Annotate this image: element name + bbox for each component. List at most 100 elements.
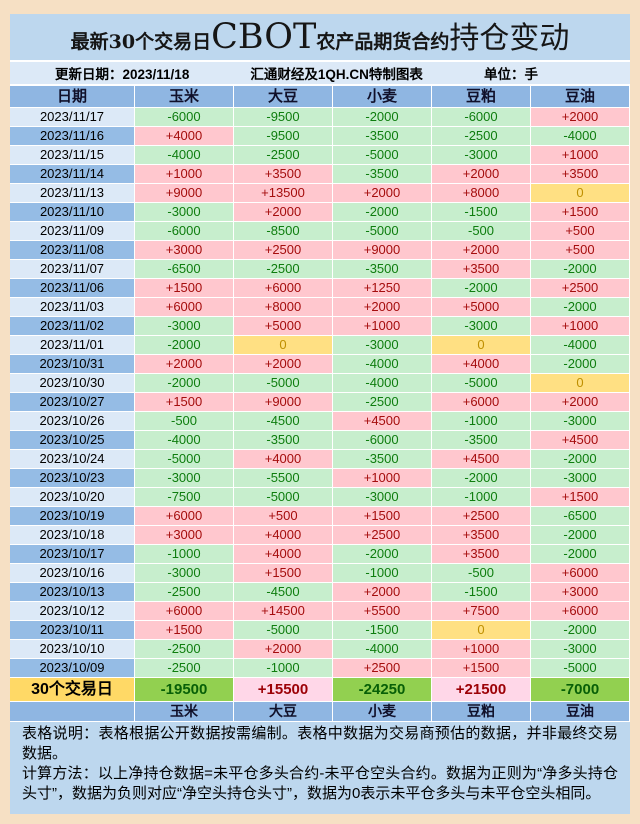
- value-cell: -3000: [135, 203, 234, 222]
- title-part-products: 农产品期货合约: [316, 31, 450, 53]
- value-cell: +1500: [531, 203, 630, 222]
- value-cell: +2500: [333, 659, 432, 678]
- value-cell: +4000: [234, 545, 333, 564]
- value-cell: -3000: [531, 469, 630, 488]
- table-notes: 表格说明：表格根据公开数据按需编制。表格中数据为交易商预估的数据，并非最终交易数…: [10, 722, 630, 814]
- value-cell: -2500: [135, 659, 234, 678]
- date-cell: 2023/10/20: [10, 488, 135, 507]
- value-cell: +2000: [333, 583, 432, 602]
- table-row: 2023/10/25 -4000 -3500 -6000 -3500 +4500: [10, 431, 630, 450]
- value-cell: -4000: [333, 640, 432, 659]
- value-cell: +8000: [234, 298, 333, 317]
- value-cell: +2000: [333, 298, 432, 317]
- value-cell: +1000: [432, 640, 531, 659]
- value-cell: +1000: [531, 146, 630, 165]
- date-cell: 2023/11/16: [10, 127, 135, 146]
- column-header: 玉米: [135, 86, 234, 108]
- value-cell: +6000: [135, 298, 234, 317]
- value-cell: -1000: [333, 564, 432, 583]
- value-cell: -1500: [333, 621, 432, 640]
- value-cell: 0: [432, 621, 531, 640]
- table-row: 2023/11/13 +9000 +13500 +2000 +8000 0: [10, 184, 630, 203]
- table-row: 2023/11/02 -3000 +5000 +1000 -3000 +1000: [10, 317, 630, 336]
- value-cell: +2500: [432, 507, 531, 526]
- table-row: 2023/11/15 -4000 -2500 -5000 -3000 +1000: [10, 146, 630, 165]
- value-cell: -5000: [432, 374, 531, 393]
- value-cell: +2000: [333, 184, 432, 203]
- date-cell: 2023/10/13: [10, 583, 135, 602]
- table-row: 2023/11/03 +6000 +8000 +2000 +5000 -2000: [10, 298, 630, 317]
- value-cell: +1000: [531, 317, 630, 336]
- value-cell: +3500: [432, 545, 531, 564]
- summary-row: 30个交易日 -19500 +15500 -24250 +21500 -7000: [10, 678, 630, 702]
- footer-header-row: 玉米 大豆 小麦 豆粕 豆油: [10, 702, 630, 722]
- table-row: 2023/10/30 -2000 -5000 -4000 -5000 0: [10, 374, 630, 393]
- value-cell: +8000: [432, 184, 531, 203]
- value-cell: -1000: [135, 545, 234, 564]
- value-cell: +500: [531, 222, 630, 241]
- value-cell: +4000: [234, 450, 333, 469]
- date-cell: 2023/10/26: [10, 412, 135, 431]
- date-cell: 2023/10/12: [10, 602, 135, 621]
- value-cell: +1000: [333, 317, 432, 336]
- value-cell: -6000: [135, 108, 234, 127]
- summary-value-cell: -7000: [531, 678, 630, 702]
- summary-value-cell: -19500: [135, 678, 234, 702]
- table-row: 2023/10/17 -1000 +4000 -2000 +3500 -2000: [10, 545, 630, 564]
- table-row: 2023/10/20 -7500 -5000 -3000 -1000 +1500: [10, 488, 630, 507]
- table-row: 2023/11/08 +3000 +2500 +9000 +2000 +500: [10, 241, 630, 260]
- value-cell: -6500: [135, 260, 234, 279]
- value-cell: -6500: [531, 507, 630, 526]
- value-cell: -5000: [135, 450, 234, 469]
- value-cell: -4000: [531, 336, 630, 355]
- value-cell: -3000: [531, 640, 630, 659]
- value-cell: -4000: [333, 355, 432, 374]
- value-cell: +2000: [234, 355, 333, 374]
- value-cell: -2000: [531, 526, 630, 545]
- summary-value-cell: +15500: [234, 678, 333, 702]
- table-row: 2023/11/06 +1500 +6000 +1250 -2000 +2500: [10, 279, 630, 298]
- value-cell: +4500: [531, 431, 630, 450]
- summary-label: 30个交易日: [10, 678, 135, 702]
- value-cell: +14500: [234, 602, 333, 621]
- value-cell: -5000: [333, 222, 432, 241]
- table-row: 2023/10/16 -3000 +1500 -1000 -500 +6000: [10, 564, 630, 583]
- summary-value-cell: -24250: [333, 678, 432, 702]
- date-cell: 2023/11/03: [10, 298, 135, 317]
- value-cell: -3000: [135, 469, 234, 488]
- unit-label: 单位：手: [484, 67, 538, 82]
- value-cell: -3000: [432, 317, 531, 336]
- value-cell: +9000: [333, 241, 432, 260]
- value-cell: +6000: [135, 507, 234, 526]
- value-cell: +1250: [333, 279, 432, 298]
- date-cell: 2023/10/17: [10, 545, 135, 564]
- value-cell: +7500: [432, 602, 531, 621]
- date-cell: 2023/10/30: [10, 374, 135, 393]
- value-cell: -5000: [234, 374, 333, 393]
- value-cell: -500: [135, 412, 234, 431]
- value-cell: -4000: [531, 127, 630, 146]
- date-cell: 2023/10/16: [10, 564, 135, 583]
- value-cell: +1500: [135, 621, 234, 640]
- value-cell: 0: [432, 336, 531, 355]
- title-part-latest: 最新30个交易日: [70, 31, 212, 53]
- value-cell: -3000: [333, 336, 432, 355]
- date-cell: 2023/10/09: [10, 659, 135, 678]
- table-header-row: 日期 玉米 大豆 小麦 豆粕 豆油: [10, 86, 630, 108]
- table-row: 2023/10/11 +1500 -5000 -1500 0 -2000: [10, 621, 630, 640]
- value-cell: -3000: [531, 412, 630, 431]
- value-cell: -1000: [432, 412, 531, 431]
- column-header: 大豆: [234, 86, 333, 108]
- value-cell: 0: [531, 374, 630, 393]
- value-cell: -6000: [333, 431, 432, 450]
- table-row: 2023/11/17 -6000 -9500 -2000 -6000 +2000: [10, 108, 630, 127]
- date-cell: 2023/11/17: [10, 108, 135, 127]
- value-cell: -2500: [432, 127, 531, 146]
- value-cell: +2500: [333, 526, 432, 545]
- date-cell: 2023/10/24: [10, 450, 135, 469]
- table-row: 2023/10/31 +2000 +2000 -4000 +4000 -2000: [10, 355, 630, 374]
- date-cell: 2023/10/10: [10, 640, 135, 659]
- date-cell: 2023/11/02: [10, 317, 135, 336]
- value-cell: -4500: [234, 412, 333, 431]
- table-row: 2023/10/26 -500 -4500 +4500 -1000 -3000: [10, 412, 630, 431]
